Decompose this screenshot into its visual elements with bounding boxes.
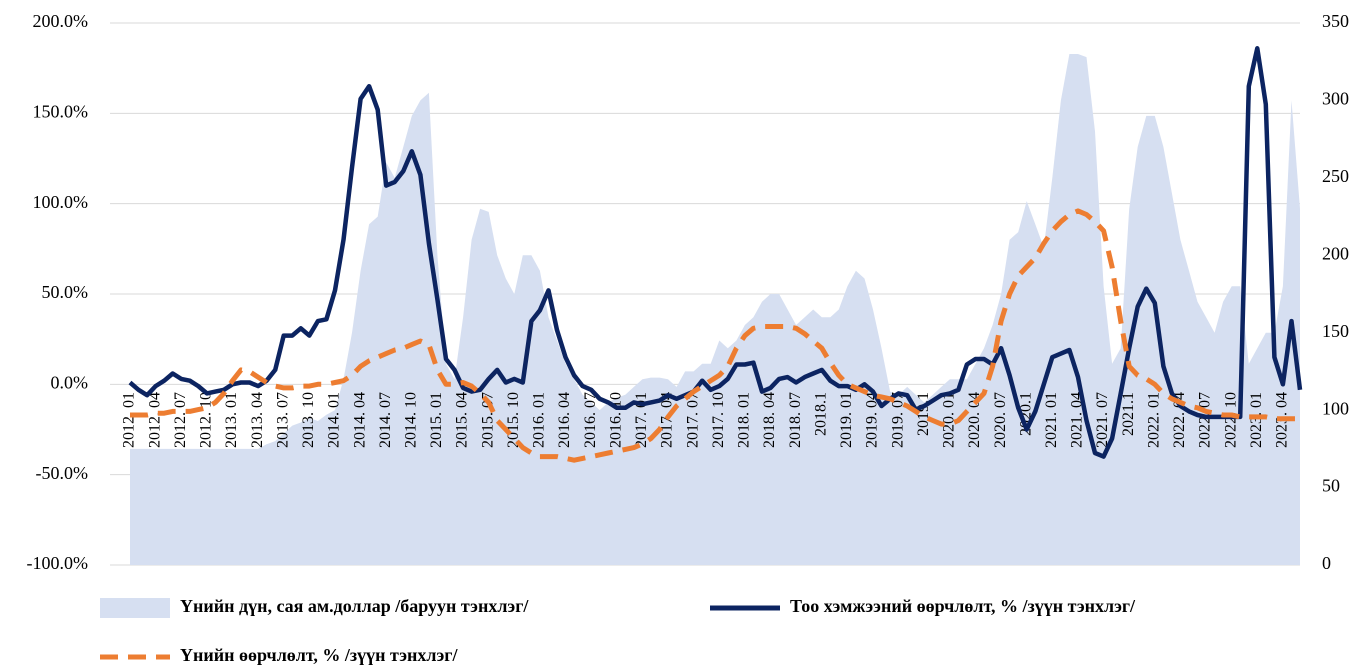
y-tick-label: 50.0% — [42, 282, 89, 302]
y2-tick-label: 0 — [1322, 553, 1331, 573]
y-tick-label: 200.0% — [33, 11, 89, 31]
x-tick-label: 2015. 01 — [428, 392, 445, 448]
legend-label: Үнийн дүн, сая ам.доллар /баруун тэнхлэг… — [180, 596, 529, 616]
x-tick-label: 2013. 10 — [300, 392, 317, 448]
x-tick-label: 2021. 01 — [1043, 392, 1060, 448]
x-tick-label: 2018.1 — [812, 392, 829, 436]
x-labels: 2012. 01 2012. 04 2012. 07 2012. 10 2013. 01… — [121, 392, 1291, 448]
legend-label: Тоо хэмжээний өөрчлөлт, % /зүүн тэнхлэг/ — [790, 596, 1136, 616]
x-tick-label: 2015. 04 — [454, 392, 471, 448]
x-tick-label: 2012. 10 — [198, 392, 215, 448]
legend-swatch — [100, 598, 170, 618]
y2-tick-label: 100 — [1322, 398, 1349, 418]
x-tick-label: 2020. 07 — [992, 392, 1009, 448]
x-tick-label: 2021. 07 — [1094, 392, 1111, 448]
y2-tick-label: 200 — [1322, 243, 1349, 263]
y2-tick-label: 50 — [1322, 476, 1340, 496]
x-tick-label: 2017. 10 — [710, 392, 727, 448]
x-tick-label: 2019. 07 — [889, 392, 906, 448]
x-tick-label: 2014. 01 — [326, 392, 343, 448]
area — [130, 54, 1300, 565]
legend-label: Үнийн өөрчлөлт, % /зүүн тэнхлэг/ — [180, 645, 458, 665]
x-tick-label: 2012. 04 — [146, 392, 163, 448]
x-tick-label: 2022. 10 — [1222, 392, 1239, 448]
y-tick-label: 150.0% — [33, 101, 89, 121]
x-tick-label: 2014. 10 — [402, 392, 419, 448]
y-tick-label: -100.0% — [27, 553, 89, 573]
x-tick-label: 2022. 01 — [1145, 392, 1162, 448]
line — [128, 46, 1303, 459]
y2-tick-label: 250 — [1322, 166, 1349, 186]
x-tick-label: 2017. 07 — [684, 392, 701, 448]
x-tick-label: 2016. 10 — [607, 392, 624, 448]
x-tick-label: 2015. 10 — [505, 392, 522, 448]
x-tick-label: 2022. 07 — [1197, 392, 1214, 448]
x-tick-label: 2017. 01 — [633, 392, 650, 448]
y-tick-label: -50.0% — [36, 463, 89, 483]
x-tick-label: 2018. 01 — [736, 392, 753, 448]
x-tick-label: 2017. 04 — [659, 392, 676, 448]
x-tick-label: 2014. 04 — [351, 392, 368, 448]
x-tick-label: 2013. 01 — [223, 392, 240, 448]
x-tick-label: 2020. 04 — [966, 392, 983, 448]
x-tick-label: 2016. 07 — [582, 392, 599, 448]
x-tick-label: 2012. 07 — [172, 392, 189, 448]
x-tick-label: 2018. 04 — [761, 392, 778, 448]
area-layer — [130, 54, 1300, 565]
line-layer — [128, 46, 1303, 463]
x-tick-label: 2016. 04 — [556, 392, 573, 448]
x-tick-label: 2023. 01 — [1248, 392, 1265, 448]
y2-tick-label: 300 — [1322, 89, 1349, 109]
legend: Үнийн дүн, сая ам.доллар /баруун тэнхлэг… — [100, 596, 1136, 665]
x-tick-label: 2020. 01 — [941, 392, 958, 448]
x-tick-label: 2016. 01 — [531, 392, 548, 448]
y2-tick-label: 150 — [1322, 321, 1349, 341]
x-tick-label: 2018. 07 — [787, 392, 804, 448]
x-tick-label: 2019. 01 — [838, 392, 855, 448]
x-tick-label: 2019. 04 — [864, 392, 881, 448]
x-tick-label: 2013. 04 — [249, 392, 266, 448]
x-tick-label: 2021.1 — [1120, 392, 1137, 436]
x-tick-label: 2014. 07 — [377, 392, 394, 448]
dashed-line — [130, 208, 1300, 463]
y2-tick-label: 350 — [1322, 11, 1349, 31]
x-tick-label: 2012. 01 — [121, 392, 138, 448]
y-tick-label: 0.0% — [51, 372, 89, 392]
y-tick-label: 100.0% — [33, 192, 89, 212]
x-tick-label: 2013. 07 — [274, 392, 291, 448]
